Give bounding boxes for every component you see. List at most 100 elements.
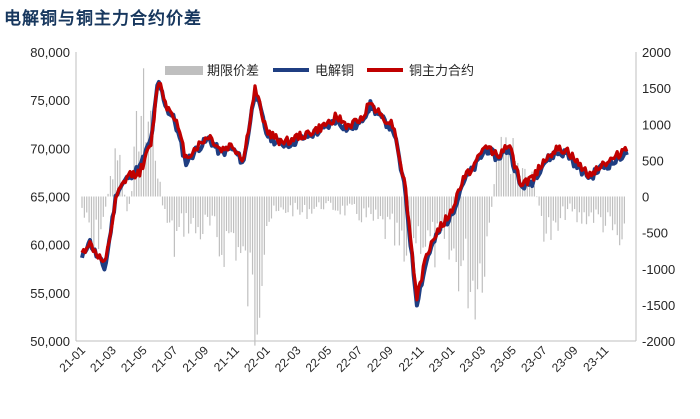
spread-bar [266,196,268,227]
spread-bar [176,196,178,232]
spread-bar [145,142,147,197]
x-tick-label: 21-11 [211,343,242,374]
spread-bar [493,184,495,197]
spread-bar [337,196,339,211]
spread-bar [240,196,242,254]
legend: 期限价差 电解铜 铜主力合约 [165,64,474,79]
left-axis-ticks: 50,000 55,000 60,000 65,000 70,000 75,000 80,0… [30,45,70,349]
spread-bars [81,68,625,346]
left-tick-label: 70,000 [30,141,70,156]
spread-bar [242,196,244,247]
spread-bar [230,196,232,233]
right-tick-label: 1500 [642,81,671,96]
spread-bar [571,196,573,212]
spread-bar [574,196,576,210]
spread-bar [159,181,161,197]
spread-bar [315,196,318,207]
spread-bar [569,196,571,204]
spread-bar [289,196,292,206]
spread-bar [498,158,500,197]
left-tick-label: 55,000 [30,286,70,301]
spread-bar [195,196,197,234]
x-tick-label: 22-01 [241,343,273,375]
spread-bar [318,196,320,203]
spread-bar [166,196,168,223]
left-tick-label: 80,000 [30,45,70,60]
spread-bar [394,196,396,246]
spread-bar [379,196,382,217]
spread-bar [280,196,282,208]
spread-bar [538,196,540,206]
spread-bar [576,196,578,223]
line-copper-main-contract [80,81,629,302]
spread-bar [124,194,126,197]
spread-bar [486,196,488,237]
spread-bar [356,196,358,214]
spread-bar [578,196,580,213]
spread-bar [462,196,464,261]
spread-bar [472,196,474,281]
spread-bar [218,196,220,257]
spread-bar [225,196,228,232]
spread-bar [377,196,379,220]
spread-bar [232,196,235,234]
spread-bar [623,196,625,224]
spread-bar [187,196,190,234]
spread-bar [83,196,85,218]
spread-bar [619,196,621,246]
spread-bar [500,136,502,197]
spread-bar [263,196,265,255]
spread-bar [327,196,329,201]
spread-bar [434,196,436,268]
spread-bar [583,196,585,213]
x-tick-label: 22-07 [334,343,366,375]
spread-bar [152,117,154,197]
spread-bar [261,196,263,286]
x-tick-label: 23-03 [457,343,489,375]
spread-bar [597,196,599,215]
spread-bar [386,196,389,217]
spread-bar [564,196,566,220]
spread-bar [244,196,247,251]
x-tick-label: 23-09 [549,343,581,375]
spread-bar [109,175,112,197]
spread-bar [552,196,554,221]
spread-bar [372,196,374,221]
right-tick-label: 500 [642,153,664,168]
spread-bar [180,196,183,214]
spread-bar [292,196,294,217]
spread-bar [237,196,239,248]
spread-bar [391,196,393,214]
x-axis-ticks: 21-01 21-03 21-05 21-07 21-09 21-11 22-01 22-03… [57,343,612,375]
spread-bar [401,196,403,231]
spread-bar [304,196,306,205]
spread-bar [259,196,261,318]
spread-bar [320,196,322,210]
spread-bar [465,196,467,239]
spread-bar [102,196,104,217]
spread-bar [412,196,415,239]
right-tick-label: -500 [642,226,668,241]
spread-bar [249,196,251,253]
spread-bar [375,196,377,210]
spread-bar [100,196,102,230]
spread-bar [616,196,618,236]
spread-bar [97,196,100,250]
spread-bar [431,196,434,222]
spread-bar [566,196,569,210]
spread-bar [424,196,427,247]
spread-bar [420,196,422,254]
spread-bar [439,196,441,224]
spread-bar [131,191,133,197]
spread-bar [173,196,175,257]
spread-bar [164,196,166,210]
spread-bar [405,196,408,256]
x-tick-label: 22-11 [396,343,427,374]
spread-bar [526,176,528,197]
spread-bar [370,196,372,215]
spread-bar [543,196,545,242]
spread-bar [273,196,275,206]
spread-bar [126,196,128,212]
spread-bar [548,196,550,218]
legend-label: 期限价差 [207,64,259,79]
